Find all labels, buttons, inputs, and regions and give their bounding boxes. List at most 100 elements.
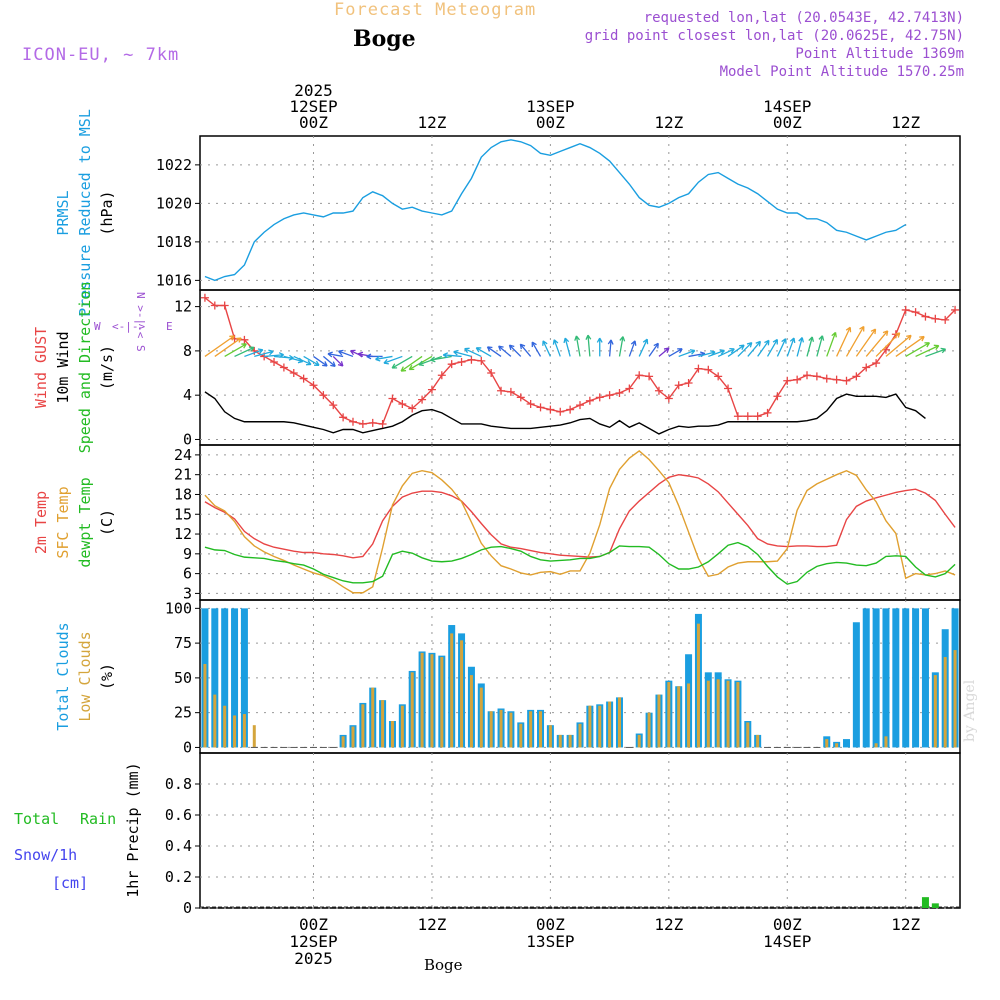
plot-area — [200, 897, 960, 908]
gust-marker — [526, 400, 535, 409]
y-axis-label: Total Clouds — [54, 622, 72, 730]
total-cloud-bar — [842, 739, 850, 748]
y-axis-label: 10m Wind — [54, 331, 72, 403]
low-cloud-bar — [519, 723, 523, 748]
gust-marker — [763, 408, 772, 417]
gust-marker — [733, 412, 742, 421]
low-cloud-bar — [835, 743, 839, 748]
top-time-label: 12Z — [891, 113, 920, 132]
wind-arrow — [836, 326, 852, 357]
gust-marker — [921, 312, 930, 321]
low-cloud-bar — [509, 712, 513, 748]
top-time-label: 12Z — [654, 113, 683, 132]
y-axis-label: SFC Temp — [54, 486, 72, 558]
low-cloud-bar — [489, 711, 493, 748]
low-cloud-bar — [548, 725, 552, 748]
wind-arrow — [596, 337, 603, 357]
gust-marker — [506, 387, 515, 396]
gust-marker — [901, 305, 910, 314]
gust-marker — [743, 412, 752, 421]
low-cloud-bar — [598, 705, 602, 748]
wind-arrow — [498, 345, 512, 357]
total-cloud-bar — [921, 608, 929, 748]
y-tick-label: 0.8 — [165, 775, 192, 793]
low-cloud-bar — [203, 663, 207, 748]
top-time-label: 2025 — [294, 81, 333, 100]
gust-marker — [635, 371, 644, 380]
wind-arrow — [383, 355, 403, 365]
bottom-time-label: 12SEP — [289, 932, 337, 951]
wind-arrow — [865, 330, 889, 357]
wind-arrow — [796, 337, 805, 357]
low-cloud-bar — [726, 680, 730, 748]
low-cloud-bar — [529, 711, 533, 748]
y-axis-label: (%) — [98, 663, 116, 690]
wind-arrow — [224, 343, 247, 357]
low-cloud-bar — [0, 700, 3, 747]
wind-arrow — [618, 336, 626, 357]
total-cloud-bar — [892, 608, 900, 748]
low-cloud-bar — [568, 734, 572, 748]
gust-marker — [487, 369, 496, 378]
gust-marker — [724, 384, 733, 393]
bottom-time-label: 00Z — [536, 915, 565, 934]
panel-frame — [199, 135, 961, 291]
gust-marker — [418, 395, 427, 404]
wind-arrow — [845, 325, 865, 357]
watermark: by Angel — [962, 679, 978, 742]
gust-marker — [852, 372, 861, 381]
low-cloud-bar — [381, 700, 385, 748]
low-cloud-bar — [223, 705, 227, 748]
top-time-label: 12SEP — [289, 97, 337, 116]
y-tick-label: 100 — [165, 599, 192, 617]
low-cloud-bar — [657, 694, 661, 748]
low-cloud-bar — [884, 736, 888, 748]
gust-marker — [368, 418, 377, 427]
low-cloud-bar — [460, 640, 464, 748]
gust-marker — [457, 357, 466, 366]
low-cloud-bar — [588, 705, 592, 748]
panel-frame — [199, 289, 961, 446]
low-cloud-bar — [736, 682, 740, 748]
total-cloud-bar — [240, 608, 248, 748]
wind-arrow — [776, 338, 787, 357]
compass-w: W — [94, 320, 101, 333]
wind-arrow — [366, 353, 383, 360]
y-tick-label: 0.6 — [165, 806, 192, 824]
wind-arrow — [430, 355, 452, 363]
plot-area — [200, 293, 960, 435]
y-tick-label: 0 — [183, 738, 192, 756]
low-cloud-bar — [499, 709, 503, 748]
wind-arrow — [313, 355, 328, 367]
wind-arrow — [607, 339, 614, 357]
gust-marker — [427, 385, 436, 394]
wind-arrow — [727, 344, 745, 357]
total-cloud-bar — [211, 608, 219, 748]
gust-marker — [467, 355, 476, 364]
chart-title: Forecast Meteogram — [334, 0, 537, 20]
gust-marker — [832, 375, 841, 384]
gust-marker — [358, 419, 367, 428]
y-tick-label: 12 — [174, 525, 192, 543]
gust-marker — [388, 394, 397, 403]
low-cloud-bar — [677, 686, 681, 748]
y-tick-label: 0.4 — [165, 837, 192, 855]
low-cloud-bar — [539, 711, 543, 748]
gust-marker — [645, 372, 654, 381]
gust-marker — [289, 369, 298, 378]
gust-marker — [299, 374, 308, 383]
wind-arrow — [400, 355, 423, 372]
wind-arrow — [563, 337, 571, 357]
wind-arrow — [418, 355, 443, 367]
y-tick-label: 0 — [183, 899, 192, 917]
gust-marker — [911, 308, 920, 317]
low-cloud-bar — [825, 739, 829, 748]
gust-marker — [220, 301, 229, 310]
legend-rain: Rain — [80, 810, 116, 828]
y-tick-label: 6 — [183, 565, 192, 583]
chart-panels: 1016101810201022048123691215182124025507… — [0, 135, 961, 917]
wind-arrow — [322, 355, 336, 367]
gust-marker — [951, 305, 960, 314]
low-cloud-bar — [647, 712, 651, 748]
total-cloud-bar — [912, 608, 920, 748]
